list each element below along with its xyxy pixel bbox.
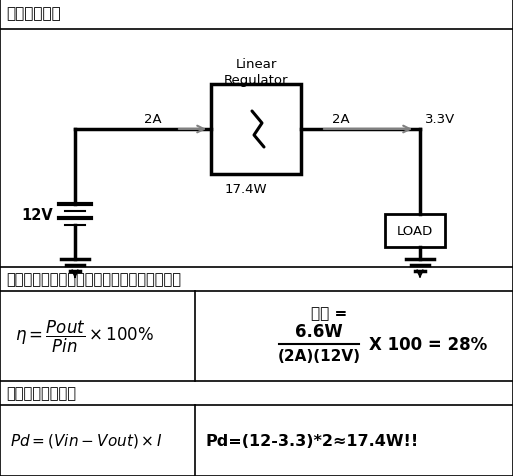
Text: 3.3V: 3.3V [425,113,455,126]
Text: 17.4W: 17.4W [225,183,267,196]
Bar [211,85,301,175]
Text: LOAD: LOAD [397,225,433,238]
Text: (2A)(12V): (2A)(12V) [278,348,361,363]
Text: Pd=(12-3.3)*2≈17.4W!!: Pd=(12-3.3)*2≈17.4W!! [205,433,418,448]
Text: 根据上图我们可以算出它的最大输出效率为：: 根据上图我们可以算出它的最大输出效率为： [6,271,181,287]
Text: Linear
Regulator: Linear Regulator [224,58,288,87]
Text: 6.6W: 6.6W [295,322,343,340]
Text: 12V: 12V [21,207,53,222]
Text: 它的功率损耗为：: 它的功率损耗为： [6,385,76,400]
Text: 线性稳压器：: 线性稳压器： [6,6,61,21]
Text: $\eta=\dfrac{Pout}{Pin}\times100\%$: $\eta=\dfrac{Pout}{Pin}\times100\%$ [15,318,154,354]
Text: 2A: 2A [144,113,162,126]
Text: X 100 = 28%: X 100 = 28% [369,335,487,353]
Text: $Pd=(Vin-Vout)\times I$: $Pd=(Vin-Vout)\times I$ [10,432,163,449]
Text: 效率 =: 效率 = [311,306,347,320]
Bar [385,215,445,248]
Text: 2A: 2A [332,113,349,126]
